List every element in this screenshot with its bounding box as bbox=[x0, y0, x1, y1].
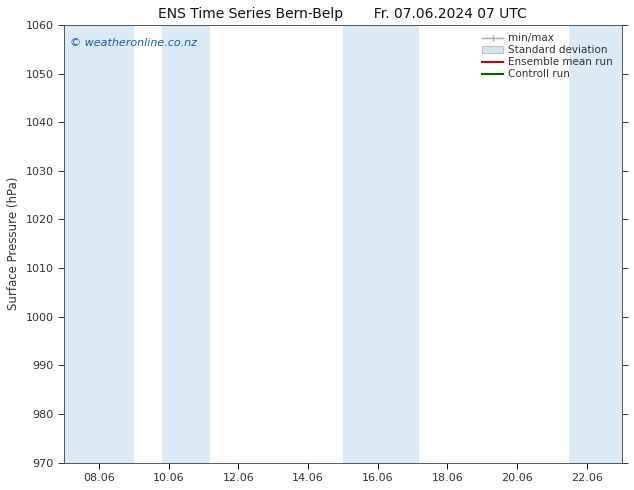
Y-axis label: Surface Pressure (hPa): Surface Pressure (hPa) bbox=[7, 177, 20, 311]
Text: © weatheronline.co.nz: © weatheronline.co.nz bbox=[70, 38, 197, 48]
Bar bbox=[343, 25, 420, 463]
Legend: min/max, Standard deviation, Ensemble mean run, Controll run: min/max, Standard deviation, Ensemble me… bbox=[479, 30, 616, 83]
Bar bbox=[64, 25, 134, 463]
Bar bbox=[569, 25, 621, 463]
Title: ENS Time Series Bern-Belp       Fr. 07.06.2024 07 UTC: ENS Time Series Bern-Belp Fr. 07.06.2024… bbox=[158, 7, 527, 21]
Bar bbox=[162, 25, 210, 463]
